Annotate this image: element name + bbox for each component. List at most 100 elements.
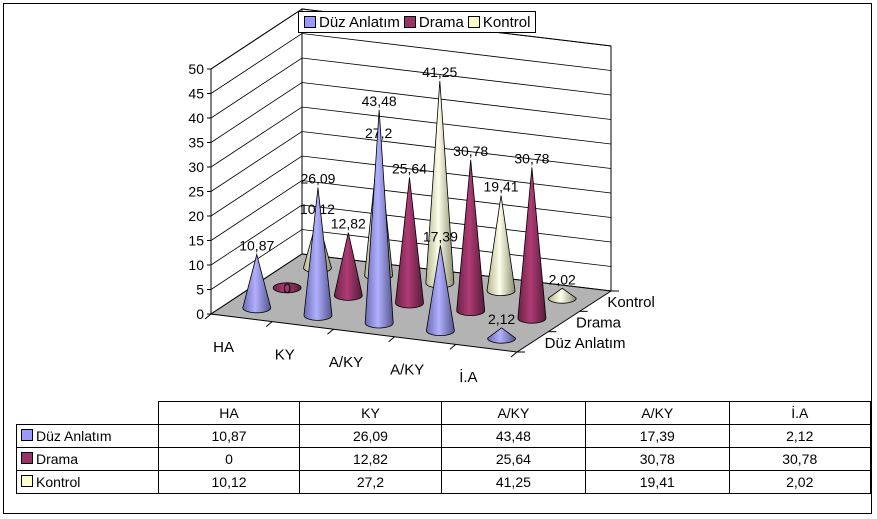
gridline bbox=[210, 131, 612, 192]
legend-swatch bbox=[304, 16, 316, 28]
gridline bbox=[210, 82, 612, 143]
data-label: 43,48 bbox=[362, 93, 397, 109]
legend-swatch bbox=[21, 452, 33, 464]
x-tick bbox=[388, 336, 395, 343]
data-table-cell: 10,12 bbox=[157, 470, 301, 494]
data-table-cell: 26,09 bbox=[299, 424, 442, 448]
legend-item-kontrol: Kontrol bbox=[467, 13, 531, 31]
gridline bbox=[210, 204, 612, 266]
y-tick-label: 35 bbox=[188, 135, 204, 151]
data-table-cell: 25,64 bbox=[440, 447, 587, 471]
data-label: 2,02 bbox=[549, 271, 576, 287]
x-tick-label: HA bbox=[213, 339, 234, 356]
series-axis-label: Drama bbox=[576, 315, 622, 332]
data-table-header-row: HA KY A/KY A/KY İ.A bbox=[16, 401, 871, 425]
y-tick-label: 45 bbox=[188, 86, 204, 102]
data-table-cell: 0 bbox=[157, 447, 301, 471]
cone bbox=[487, 327, 516, 344]
gridline bbox=[210, 33, 612, 94]
data-table-cell: 10,87 bbox=[157, 424, 301, 448]
legend-swatch bbox=[467, 16, 480, 28]
data-table-cell: 30,78 bbox=[728, 447, 871, 471]
data-table-category: İ.A bbox=[728, 401, 871, 425]
legend-swatch bbox=[403, 16, 416, 28]
legend-swatch bbox=[21, 475, 33, 487]
series-axis-label: Kontrol bbox=[607, 294, 655, 311]
data-table-cell: 27,2 bbox=[299, 470, 442, 494]
data-label: 30,78 bbox=[514, 150, 549, 166]
cone bbox=[517, 167, 547, 324]
data-table-cell: 2,12 bbox=[728, 424, 871, 448]
gridline bbox=[210, 155, 612, 217]
data-table-cell: 2,02 bbox=[728, 470, 871, 494]
data-table-category: A/KY bbox=[440, 401, 587, 425]
x-tick-label: KY bbox=[275, 346, 295, 363]
x-tick bbox=[327, 328, 334, 335]
data-table-cell: 12,82 bbox=[299, 447, 442, 471]
legend: Düz Anlatım Drama Kontrol bbox=[298, 11, 537, 33]
data-label: 10,87 bbox=[239, 238, 274, 254]
x-tick-label: İ.A bbox=[459, 368, 477, 386]
cone bbox=[272, 282, 302, 294]
x-tick-label: A/KY bbox=[390, 362, 424, 379]
data-table-cell: 41,25 bbox=[440, 470, 587, 494]
gridline bbox=[210, 57, 612, 119]
gridline bbox=[210, 8, 612, 70]
cone-chart: 0 5 10 15 20 25 30 35 40 45 50 HA KY A/KY A/KY İ.A Düz A… bbox=[188, 8, 655, 386]
gridline bbox=[210, 180, 612, 241]
data-table-cell: 43,48 bbox=[440, 424, 587, 448]
data-table-row: Drama 0 12,82 25,64 30,78 30,78 bbox=[16, 447, 871, 471]
data-label: 12,82 bbox=[331, 216, 366, 232]
gridline bbox=[210, 106, 612, 168]
data-table-cell: 30,78 bbox=[585, 447, 730, 471]
y-tick-label: 0 bbox=[196, 306, 204, 322]
y-tick-label: 5 bbox=[196, 282, 204, 298]
data-table-series-name: Drama bbox=[16, 447, 159, 471]
cone bbox=[547, 287, 577, 304]
data-table-series-name: Kontrol bbox=[16, 470, 159, 494]
legend-label: Kontrol bbox=[482, 13, 531, 31]
data-table-category: A/KY bbox=[585, 401, 730, 425]
data-table-corner bbox=[16, 401, 159, 425]
series-label: Drama bbox=[36, 451, 79, 467]
data-label: 26,09 bbox=[300, 171, 335, 187]
data-table-row: Kontrol 10,12 27,2 41,25 19,41 2,02 bbox=[16, 470, 871, 494]
y-tick-label: 25 bbox=[188, 184, 204, 200]
data-table-cell: 17,39 bbox=[585, 424, 730, 448]
legend-label: Düz Anlatım bbox=[319, 13, 400, 31]
x-tick bbox=[510, 351, 518, 358]
legend-item-drama: Drama bbox=[403, 13, 464, 31]
legend-swatch bbox=[21, 429, 33, 441]
data-table-cell: 19,41 bbox=[585, 470, 730, 494]
cone bbox=[333, 232, 363, 301]
cone bbox=[303, 187, 333, 321]
data-label: 30,78 bbox=[453, 143, 488, 159]
data-label: 41,25 bbox=[422, 64, 457, 80]
y-tick-label: 50 bbox=[188, 61, 204, 77]
cone bbox=[456, 159, 486, 316]
x-tick bbox=[204, 313, 212, 320]
data-table: HA KY A/KY A/KY İ.A Düz Anlatım 10,87 26… bbox=[16, 401, 871, 494]
y-tick-label: 40 bbox=[188, 110, 204, 126]
y-tick-label: 15 bbox=[188, 233, 204, 249]
series-label: Düz Anlatım bbox=[36, 428, 112, 444]
legend-item-duz-anlatim: Düz Anlatım bbox=[304, 14, 400, 31]
cone bbox=[486, 195, 516, 296]
x-tick-label: A/KY bbox=[329, 354, 363, 371]
data-table-series-name: Düz Anlatım bbox=[16, 424, 159, 448]
data-label: 19,41 bbox=[484, 178, 519, 194]
y-tick-label: 20 bbox=[188, 208, 204, 224]
legend-label: Drama bbox=[418, 13, 464, 31]
x-tick bbox=[449, 344, 457, 350]
data-label: 2,12 bbox=[488, 311, 515, 327]
data-label: 0 bbox=[283, 280, 291, 296]
series-label: Kontrol bbox=[36, 474, 81, 490]
x-tick bbox=[265, 321, 273, 327]
chart-frame: 0 5 10 15 20 25 30 35 40 45 50 HA KY A/KY A/KY İ.A Düz A… bbox=[3, 3, 872, 514]
y-tick-label: 30 bbox=[188, 159, 204, 175]
cone bbox=[364, 109, 394, 329]
data-label: 25,64 bbox=[392, 160, 427, 176]
cone bbox=[395, 177, 424, 309]
data-table-category: HA bbox=[157, 401, 301, 425]
data-table-row: Düz Anlatım 10,87 26,09 43,48 17,39 2,12 bbox=[16, 424, 871, 448]
